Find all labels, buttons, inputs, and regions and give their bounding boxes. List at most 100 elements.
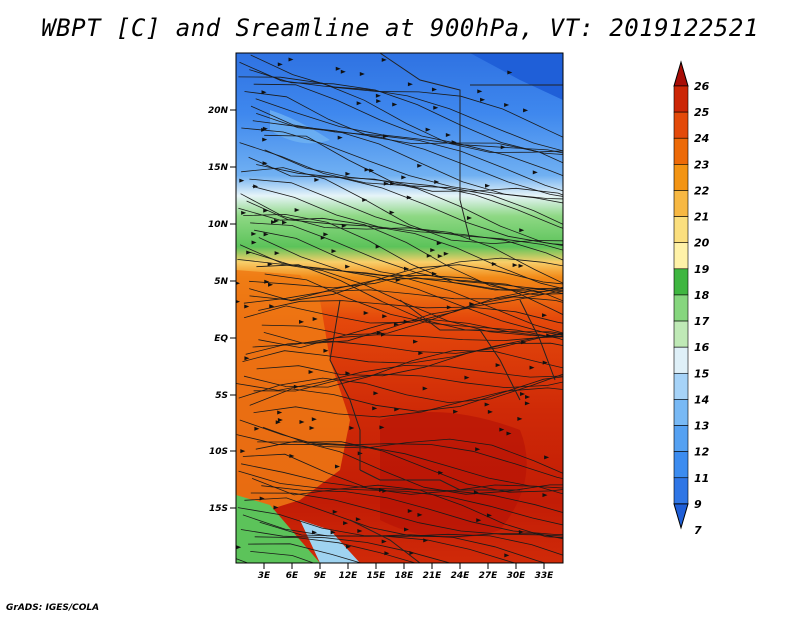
streamline-arrow [363,310,369,315]
streamline-arrow [406,195,412,200]
streamline-arrow [407,509,413,514]
streamline [258,318,563,349]
streamline-arrow [343,521,349,526]
streamline-arrow [375,244,381,249]
streamline-arrow [517,416,523,421]
lat-label-15s: 15S [209,504,228,514]
streamlines [236,54,563,563]
streamline-arrow [451,140,457,145]
streamline [240,193,563,284]
streamline-arrow [261,90,267,95]
streamline-arrow [320,235,326,240]
streamline-arrow [236,299,241,304]
central-hot-region [380,412,527,538]
streamline-arrow [484,402,490,407]
streamline-arrow [337,135,343,140]
colorbar-swatch [673,425,689,452]
streamline-arrow [437,254,443,259]
streamline-arrow [251,240,257,245]
streamline-arrow [504,102,510,107]
colorbar-swatch [673,242,689,270]
colorbar-label: 11 [694,472,709,485]
streamline-arrow [381,539,387,544]
streamline-arrow [263,208,269,213]
streamline-arrow [431,271,437,276]
streamline-arrow [332,509,338,514]
streamline-arrow [357,528,363,533]
streamline [250,222,563,295]
lon-label-30e: 30E [507,571,527,581]
streamline-arrow [253,184,259,189]
colorbar-label: 23 [694,158,710,171]
streamline-arrow [476,518,482,523]
streamline-arrow [393,322,399,327]
streamline-arrow [309,425,315,430]
colorbar-swatch [673,216,689,244]
streamline-arrow [289,453,295,458]
colorbar-label: 16 [694,341,710,354]
streamline-arrow [299,319,305,324]
colorbar-label: 22 [694,184,710,197]
streamline [248,156,563,247]
streamline-arrow [308,369,314,374]
streamline-arrow [383,181,389,186]
colorbar-label: 14 [694,393,709,406]
lon-label-33e: 33E [535,571,555,581]
streamline-arrow [506,431,512,436]
streamline [242,514,547,563]
colorbar-swatch [673,477,689,505]
colorbar-label: 25 [694,106,710,119]
streamline-arrow [426,253,432,258]
streamline-arrow [241,210,247,215]
colorbar-label: 7 [694,524,702,537]
streamline-arrow [417,163,423,168]
streamline [258,290,563,311]
lon-label-15e: 15E [367,571,387,581]
streamline [243,213,563,291]
streamline-arrow [262,161,268,166]
colorbar-label: 26 [694,80,710,93]
streamline-arrow [422,386,428,391]
streamline [252,186,563,261]
streamline-arrow [436,241,442,246]
streamline-arrow [532,170,538,175]
streamline-arrow [434,180,440,185]
streamline-arrow [445,133,451,138]
lon-label-3e: 3E [258,571,271,581]
colorbar-label: 17 [694,315,710,328]
streamline-arrow [504,553,510,558]
lat-label-10n: 10N [208,220,229,230]
streamline [238,373,563,404]
streamline [253,373,563,392]
streamline [236,365,563,391]
lat-label-5n: 5N [214,277,228,287]
streamline-arrow [288,57,294,62]
streamline [254,536,417,563]
streamline-arrow [254,426,260,431]
streamline [264,134,563,196]
streamline-arrow [271,220,277,225]
streamline-arrow [520,391,526,396]
colorbar-label: 15 [694,367,710,380]
streamline-arrow [267,262,273,267]
colorbar-label: 19 [694,263,710,276]
streamline-arrow [392,102,398,107]
streamline-arrow [544,455,550,460]
streamline-arrow [521,340,527,345]
streamline-arrow [381,57,387,62]
colorbar-swatch [673,190,689,217]
streamline-arrow [438,470,444,475]
streamline [245,332,563,355]
streamline-arrow [262,137,268,142]
streamline-arrow [430,248,436,253]
streamline-arrow [524,401,530,406]
lat-axis: 20N 15N 10N 5N EQ 5S 10S 15S [208,106,236,514]
streamline-arrow [480,97,486,102]
streamline [242,453,563,495]
streamline [243,289,563,324]
streamline [237,259,563,338]
streamline [249,178,563,251]
streamline-arrow [330,530,336,535]
lon-label-24e: 24E [451,571,471,581]
